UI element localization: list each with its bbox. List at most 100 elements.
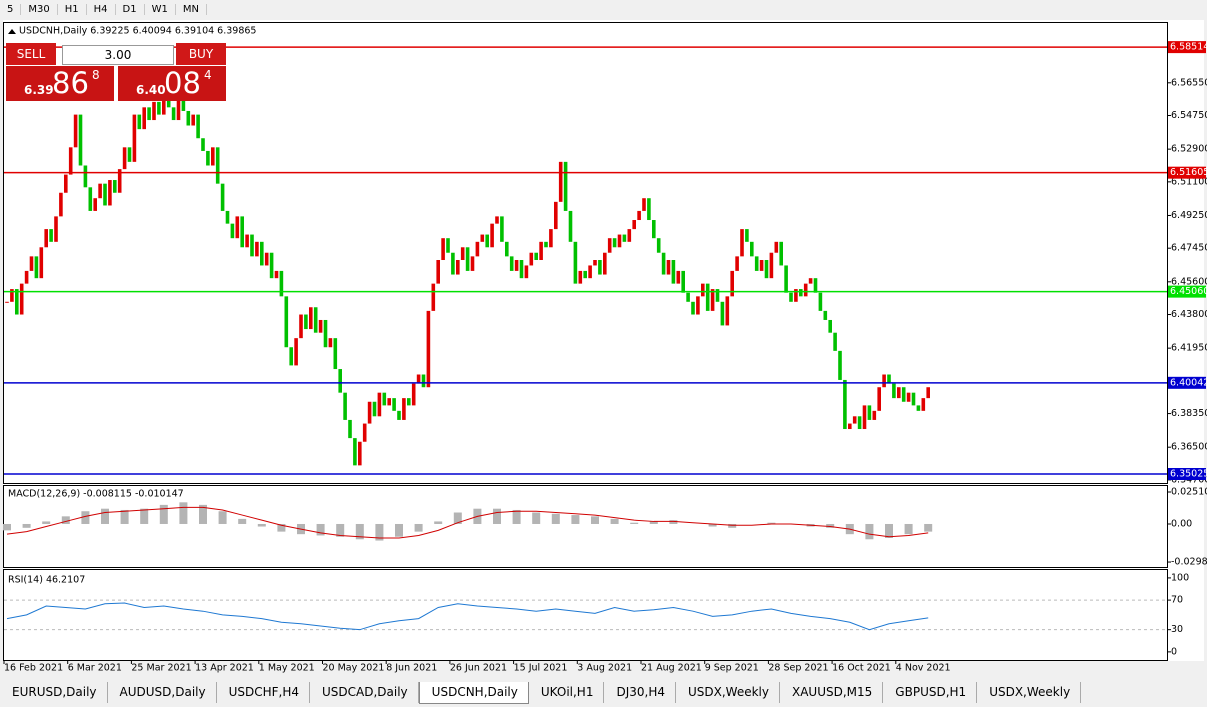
macd-bar [159, 504, 168, 524]
candle [603, 252, 607, 275]
candle [162, 92, 166, 115]
chart-tab[interactable]: USDX,Weekly [676, 682, 780, 703]
signal-line [6, 506, 929, 539]
timeframe-button[interactable]: M30 [21, 3, 58, 15]
x-tick-label: 6 Mar 2021 [68, 663, 122, 674]
macd-bar [434, 521, 443, 524]
chart-tab[interactable]: UKOil,H1 [528, 682, 605, 703]
bid-price[interactable]: 6.39 86 8 [6, 66, 114, 101]
chart-tab[interactable]: AUDUSD,Daily [107, 682, 217, 703]
candle [108, 180, 112, 206]
sell-button[interactable]: SELL [6, 43, 56, 65]
candle [818, 292, 823, 311]
rsi-panel-frame [3, 569, 1168, 661]
candle [19, 283, 24, 315]
candle [794, 289, 798, 302]
x-tick-label: 4 Nov 2021 [896, 663, 951, 674]
macd-bar [199, 504, 207, 524]
ask-pips: 08 [164, 66, 201, 100]
candle [607, 238, 612, 253]
candle [181, 96, 186, 111]
ask-price[interactable]: 6.40 08 4 [118, 66, 226, 101]
candle [274, 270, 279, 279]
candle [647, 198, 651, 221]
candle [784, 265, 788, 293]
price-label-box [1168, 285, 1206, 298]
chart-background [3, 20, 1204, 661]
candle [485, 234, 489, 248]
macd-bar [493, 508, 501, 524]
chart-tabs: EURUSD,Daily AUDUSD,Daily USDCHF,H4 USDCAD,… [0, 682, 1207, 707]
macd-bar [101, 508, 109, 524]
chart-tab[interactable]: GBPUSD,H1 [883, 682, 978, 703]
timeframe-button[interactable]: H1 [58, 3, 87, 15]
collapse-icon [8, 29, 16, 34]
candle [573, 241, 578, 284]
candle [132, 114, 137, 162]
timeframe-button[interactable]: D1 [116, 3, 145, 15]
macd-bar [649, 521, 658, 524]
macd-bar [708, 523, 717, 527]
timeframe-button[interactable]: H4 [87, 3, 116, 15]
chart-window: USDCNH,Daily 6.39225 6.40094 6.39104 6.3… [3, 20, 1207, 674]
candle [269, 252, 274, 279]
candle [505, 241, 509, 257]
candle [583, 270, 587, 279]
candle [196, 114, 200, 139]
candle [215, 147, 220, 184]
candle [436, 260, 440, 284]
x-tick-label: 20 May 2021 [323, 663, 385, 674]
candle [147, 107, 151, 121]
candle [465, 247, 470, 271]
candle [774, 241, 779, 253]
candle [490, 223, 494, 248]
chart-tab[interactable]: EURUSD,Daily [0, 682, 108, 703]
candle [103, 183, 107, 206]
x-tick-label: 25 Mar 2021 [131, 663, 191, 674]
candle [715, 289, 720, 302]
macd-bar [885, 523, 893, 538]
chart-tab[interactable]: DJ30,H4 [604, 682, 676, 703]
candle [186, 110, 191, 126]
candle [176, 96, 181, 121]
macd-bar [453, 512, 462, 524]
chart-tab[interactable]: USDX,Weekly [977, 682, 1082, 703]
candle [750, 241, 754, 257]
candle [892, 383, 896, 399]
candle [387, 398, 391, 406]
timeframe-toolbar: 5 M30 H1 H4 D1 W1 MN [0, 0, 1207, 18]
candle [460, 247, 465, 261]
macd-bar [61, 516, 70, 524]
volume-input[interactable]: 3.00 [62, 45, 174, 65]
candle [250, 234, 254, 257]
buy-button[interactable]: BUY [176, 43, 226, 65]
rsi-header: RSI(14) 46.2107 [8, 575, 85, 586]
macd-bar [767, 522, 776, 524]
candle [64, 174, 68, 193]
macd-bar [218, 511, 227, 524]
timeframe-button[interactable]: W1 [145, 3, 176, 15]
macd-bar [179, 502, 188, 524]
chart-header: USDCNH,Daily 6.39225 6.40094 6.39104 6.3… [19, 26, 256, 37]
candle [671, 260, 676, 284]
candle [554, 201, 558, 230]
chart-tab[interactable]: USDCNH,Daily [418, 682, 529, 704]
candle [127, 147, 132, 162]
chart-tab[interactable]: XAUUSD,M15 [780, 682, 884, 703]
x-tick-label: 9 Sep 2021 [705, 663, 759, 674]
timeframe-button[interactable]: MN [176, 3, 207, 15]
chart-tab[interactable]: USDCHF,H4 [216, 682, 311, 703]
macd-bar [395, 523, 403, 537]
candle [789, 292, 793, 302]
candle [5, 301, 9, 303]
one-click-trading: SELL 3.00 BUY 6.39 86 8 6.40 08 4 [6, 43, 226, 101]
candle [852, 416, 857, 424]
candle [117, 169, 122, 193]
candle [735, 256, 739, 271]
chart-tab[interactable]: USDCAD,Daily [310, 682, 419, 703]
timeframe-button[interactable]: 5 [0, 3, 22, 15]
macd-bar [826, 523, 835, 528]
candle [68, 147, 73, 175]
candle [676, 270, 681, 284]
